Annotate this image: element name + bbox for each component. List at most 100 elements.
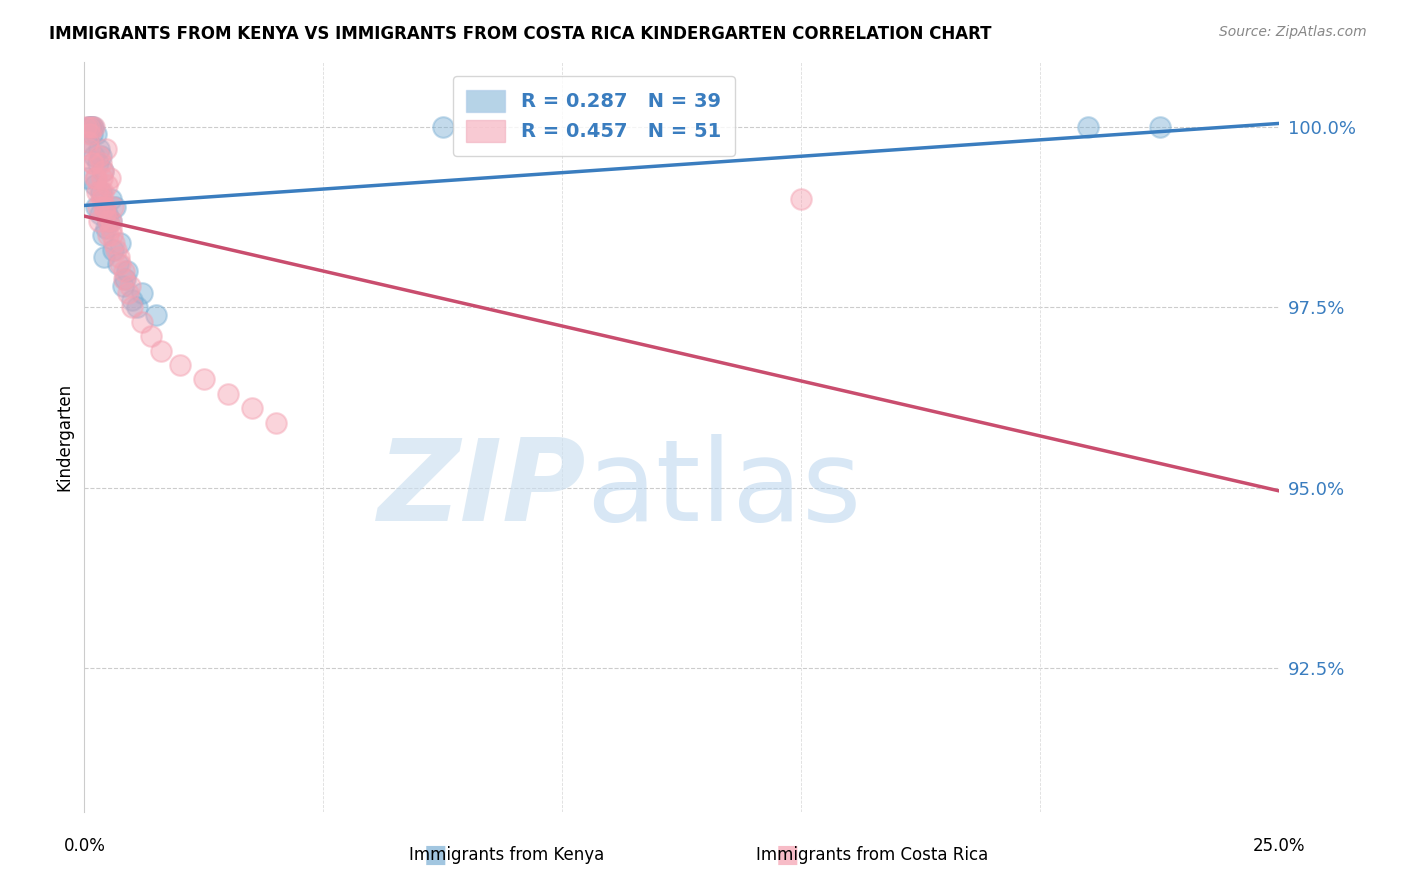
Y-axis label: Kindergarten: Kindergarten [55,383,73,491]
Point [93,200,115,214]
Point [94,221,117,235]
Point [77,135,100,149]
Point [1149,120,1171,135]
Text: ZIP: ZIP [378,434,586,545]
Point [87,200,110,214]
Point [121,293,143,308]
Point [110,235,132,250]
Point [104,200,127,214]
Point [91,170,114,185]
Point [217,387,239,401]
Point [169,358,191,372]
Point [93,185,115,199]
Point [790,192,813,206]
Point [75,120,97,135]
Point [93,250,115,264]
Text: IMMIGRANTS FROM KENYA VS IMMIGRANTS FROM COSTA RICA KINDERGARTEN CORRELATION CHA: IMMIGRANTS FROM KENYA VS IMMIGRANTS FROM… [49,25,991,43]
Point [98,170,121,185]
Point [90,192,112,206]
Text: Source: ZipAtlas.com: Source: ZipAtlas.com [1219,25,1367,39]
Point [91,163,114,178]
Point [97,214,120,228]
Point [97,214,120,228]
Point [101,200,124,214]
Point [96,142,118,156]
Point [1077,120,1099,135]
Point [87,156,110,170]
Point [82,120,104,135]
Point [90,185,112,199]
Point [101,243,124,257]
Point [125,301,148,315]
Point [77,120,100,135]
Point [264,416,287,430]
Point [100,192,122,206]
Point [105,243,128,257]
Text: Immigrants from Costa Rica: Immigrants from Costa Rica [755,846,988,863]
Point [91,228,114,243]
Point [83,149,105,163]
Point [86,170,108,185]
Point [131,285,153,300]
Legend: R = 0.287   N = 39, R = 0.457   N = 51: R = 0.287 N = 39, R = 0.457 N = 51 [453,76,734,156]
Point [101,228,124,243]
Point [87,149,110,163]
Point [112,271,135,285]
Point [100,221,122,235]
Point [103,235,125,250]
Point [112,264,135,278]
Point [114,271,136,285]
Point [87,142,110,156]
Text: 25.0%: 25.0% [1253,837,1306,855]
Point [145,308,167,322]
Point [80,120,103,135]
Point [100,214,122,228]
Point [111,278,134,293]
Point [76,135,98,149]
Point [77,120,100,135]
Point [149,343,172,358]
Point [76,170,98,185]
Point [82,156,104,170]
Point [89,207,111,221]
Point [83,178,105,192]
Point [121,301,143,315]
Point [83,120,105,135]
Point [96,207,118,221]
Point [82,156,104,170]
Point [141,329,163,343]
Point [86,200,108,214]
Point [100,214,122,228]
Point [80,120,103,135]
Point [107,257,129,271]
Point [131,315,153,329]
Point [193,372,215,386]
Point [96,178,118,192]
Point [94,207,117,221]
Point [118,278,141,293]
Point [89,185,111,199]
Point [89,214,111,228]
Point [117,285,139,300]
Text: ■: ■ [425,843,447,866]
Point [240,401,263,416]
Point [93,163,115,178]
Point [86,128,108,142]
Point [90,149,112,163]
Point [79,120,101,135]
Text: atlas: atlas [586,434,862,545]
Point [94,200,117,214]
Point [90,156,112,170]
Point [432,120,454,135]
Point [80,128,103,142]
Point [110,257,132,271]
Text: ■: ■ [776,843,799,866]
Point [107,250,129,264]
Point [97,228,120,243]
Point [77,142,100,156]
Point [79,128,101,142]
Text: Immigrants from Kenya: Immigrants from Kenya [409,846,603,863]
Text: 0.0%: 0.0% [63,837,105,855]
Point [86,185,108,199]
Point [80,120,103,135]
